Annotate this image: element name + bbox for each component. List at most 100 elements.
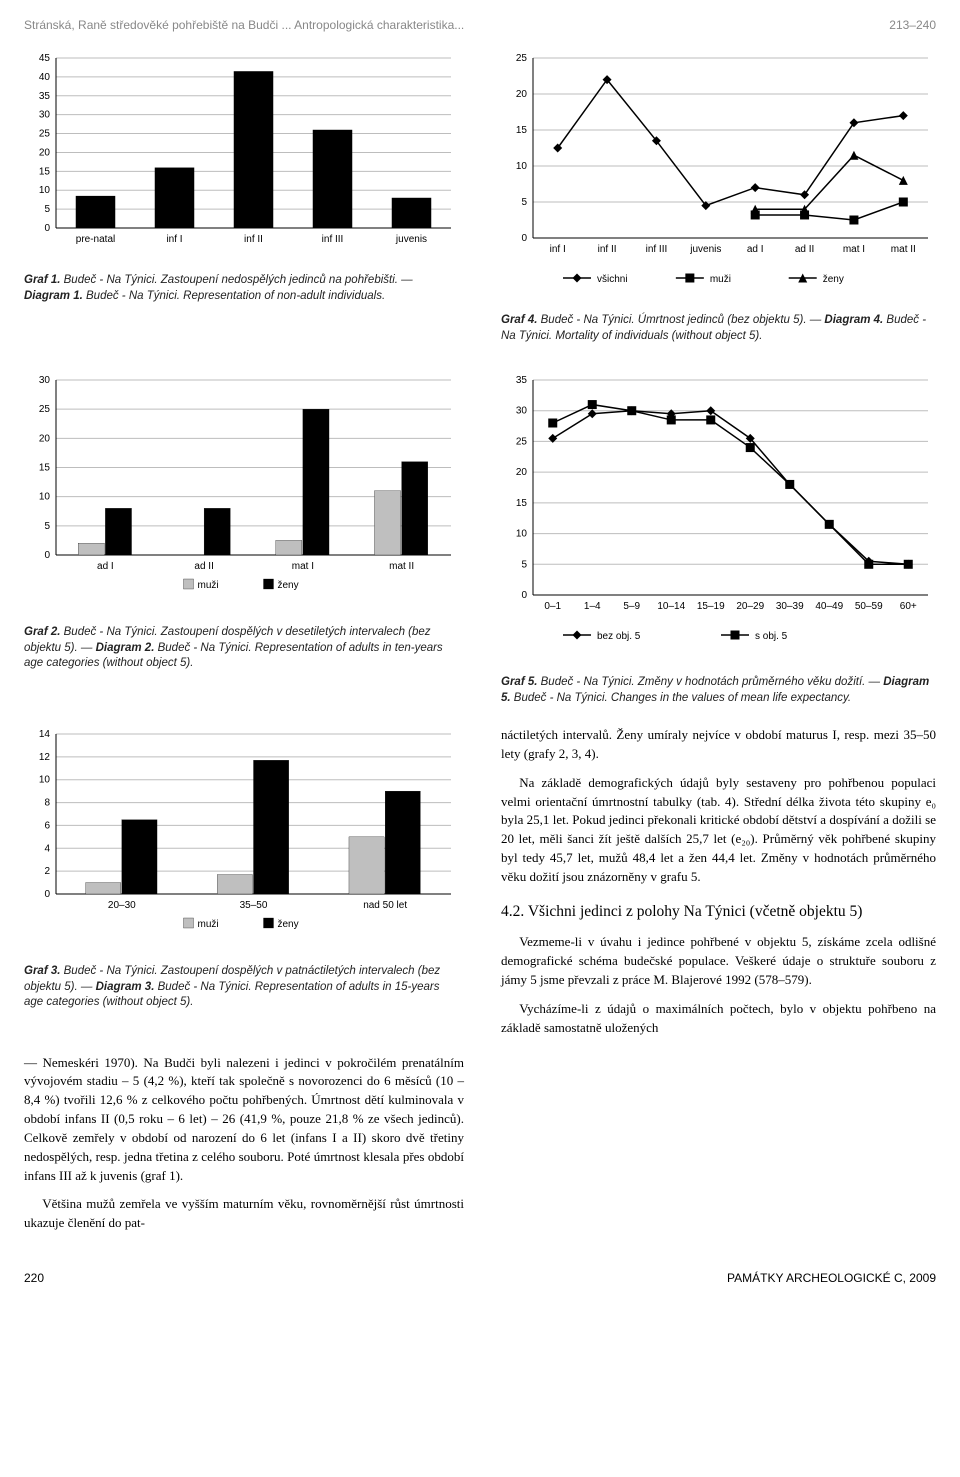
svg-text:0: 0 xyxy=(44,550,50,561)
svg-text:inf II: inf II xyxy=(598,244,617,255)
svg-text:30: 30 xyxy=(39,375,51,386)
caption-chart1: Graf 1. Budeč - Na Týnici. Zastoupení ne… xyxy=(24,273,459,304)
svg-text:20: 20 xyxy=(516,467,528,478)
chart3: 0 2 4 6 8 10 12 14 20–30 35–50 nad 50 let muži ženy xyxy=(24,726,459,951)
chart4: 0510152025inf Iinf IIinf IIIjuvenisad Ia… xyxy=(501,50,936,300)
svg-text:ženy: ženy xyxy=(278,580,299,591)
svg-text:muži: muži xyxy=(710,274,731,285)
para-right-3: Vezmeme-li v úvahu i jedince pohřbené v … xyxy=(501,933,936,990)
svg-text:30–39: 30–39 xyxy=(776,601,804,612)
svg-text:6: 6 xyxy=(44,820,50,831)
right-text-upper: náctiletých intervalů. Ženy umíraly nejv… xyxy=(501,726,936,1047)
svg-text:inf I: inf I xyxy=(166,234,182,245)
para-left-1: — Nemeskéri 1970). Na Budči byli nalezen… xyxy=(24,1054,464,1186)
svg-text:40–49: 40–49 xyxy=(815,601,843,612)
svg-text:25: 25 xyxy=(516,53,528,64)
svg-text:30: 30 xyxy=(39,110,51,121)
svg-text:muži: muži xyxy=(198,919,219,930)
body-columns: — Nemeskéri 1970). Na Budči byli nalezen… xyxy=(24,1054,936,1244)
svg-text:10: 10 xyxy=(516,529,528,540)
para-right-2: Na základě demografických údajů byly ses… xyxy=(501,774,936,887)
svg-text:ad I: ad I xyxy=(97,561,114,572)
chart1: 051015202530354045pre-natalinf Iinf IIin… xyxy=(24,50,459,260)
svg-text:inf III: inf III xyxy=(646,244,668,255)
svg-text:35–50: 35–50 xyxy=(240,900,268,911)
svg-text:60+: 60+ xyxy=(900,601,917,612)
running-head-left: Stránská, Raně středověké pohřebiště na … xyxy=(24,18,464,32)
svg-text:všichni: všichni xyxy=(597,274,628,285)
svg-text:muži: muži xyxy=(198,580,219,591)
svg-text:40: 40 xyxy=(39,72,51,83)
svg-text:mat I: mat I xyxy=(292,561,314,572)
running-head-right: 213–240 xyxy=(889,18,936,32)
svg-text:15: 15 xyxy=(39,166,51,177)
para-right-1: náctiletých intervalů. Ženy umíraly nejv… xyxy=(501,726,936,764)
svg-text:ad II: ad II xyxy=(795,244,814,255)
svg-text:s obj. 5: s obj. 5 xyxy=(755,631,788,642)
svg-text:ženy: ženy xyxy=(278,919,299,930)
svg-text:2: 2 xyxy=(44,866,50,877)
svg-text:10: 10 xyxy=(39,775,51,786)
svg-text:5: 5 xyxy=(44,204,50,215)
svg-text:5: 5 xyxy=(44,521,50,532)
svg-text:35: 35 xyxy=(516,375,528,386)
chart2: 0 5 10 15 20 25 30 ad I ad II mat I mat II muži ženy xyxy=(24,372,459,612)
svg-text:5: 5 xyxy=(521,559,527,570)
svg-text:0: 0 xyxy=(44,889,50,900)
caption-chart5: Graf 5. Budeč - Na Týnici. Změny v hodno… xyxy=(501,675,936,706)
svg-text:25: 25 xyxy=(39,404,51,415)
svg-text:20–29: 20–29 xyxy=(736,601,764,612)
svg-text:14: 14 xyxy=(39,729,51,740)
svg-text:inf III: inf III xyxy=(322,234,344,245)
svg-text:juvenis: juvenis xyxy=(395,234,427,245)
svg-text:0: 0 xyxy=(44,223,50,234)
svg-text:35: 35 xyxy=(39,91,51,102)
chart3-container: 0246810121420–3035–50nad 50 letmužiženy … xyxy=(24,726,459,1047)
svg-text:mat I: mat I xyxy=(843,244,865,255)
para-left-2: Většina mužů zemřela ve vyšším maturním … xyxy=(24,1195,464,1233)
svg-text:juvenis: juvenis xyxy=(689,244,721,255)
chart4-container: 0510152025inf Iinf IIinf IIIjuvenisad Ia… xyxy=(501,50,936,362)
col-right-spacer xyxy=(496,1054,936,1244)
svg-text:50–59: 50–59 xyxy=(855,601,883,612)
section-heading: 4.2. Všichni jedinci z polohy Na Týnici … xyxy=(501,901,936,923)
charts-row-1: 051015202530354045pre-natalinf Iinf IIin… xyxy=(24,50,936,362)
svg-text:inf II: inf II xyxy=(244,234,263,245)
chart2-container: 0 5 10 15 20 25 30 ad I ad II mat I mat II muži ženy… xyxy=(24,372,459,724)
svg-text:20: 20 xyxy=(39,433,51,444)
journal-ref: PAMÁTKY ARCHEOLOGICKÉ C, 2009 xyxy=(727,1271,936,1285)
svg-text:pre-natal: pre-natal xyxy=(76,234,115,245)
svg-text:20–30: 20–30 xyxy=(108,900,136,911)
chart1-container: 051015202530354045pre-natalinf Iinf IIin… xyxy=(24,50,459,362)
svg-text:0–1: 0–1 xyxy=(544,601,561,612)
svg-text:10–14: 10–14 xyxy=(657,601,685,612)
svg-text:ženy: ženy xyxy=(823,274,844,285)
chart5-container: 051015202530350–11–45–910–1415–1920–2930… xyxy=(501,372,936,724)
svg-text:25: 25 xyxy=(39,129,51,140)
svg-text:5–9: 5–9 xyxy=(623,601,640,612)
caption-chart3: Graf 3. Budeč - Na Týnici. Zastoupení do… xyxy=(24,964,459,1011)
charts-row-2: 0 5 10 15 20 25 30 ad I ad II mat I mat II muži ženy… xyxy=(24,372,936,724)
svg-text:mat II: mat II xyxy=(389,561,414,572)
svg-text:inf I: inf I xyxy=(550,244,566,255)
chart5: 051015202530350–11–45–910–1415–1920–2930… xyxy=(501,372,936,662)
svg-text:8: 8 xyxy=(44,798,50,809)
caption-chart2: Graf 2. Budeč - Na Týnici. Zastoupení do… xyxy=(24,625,459,672)
svg-text:5: 5 xyxy=(521,197,527,208)
caption-chart4: Graf 4. Budeč - Na Týnici. Úmrtnost jedi… xyxy=(501,313,936,344)
svg-text:45: 45 xyxy=(39,53,51,64)
svg-text:4: 4 xyxy=(44,843,50,854)
svg-text:15: 15 xyxy=(516,498,528,509)
svg-text:mat II: mat II xyxy=(891,244,916,255)
para-right-4: Vycházíme-li z údajů o maximálních počte… xyxy=(501,1000,936,1038)
svg-text:10: 10 xyxy=(39,185,51,196)
svg-text:nad 50 let: nad 50 let xyxy=(363,900,407,911)
svg-text:12: 12 xyxy=(39,752,51,763)
svg-text:25: 25 xyxy=(516,436,528,447)
svg-text:15: 15 xyxy=(39,463,51,474)
svg-text:10: 10 xyxy=(39,492,51,503)
svg-text:ad II: ad II xyxy=(194,561,213,572)
svg-text:1–4: 1–4 xyxy=(584,601,601,612)
svg-text:bez obj. 5: bez obj. 5 xyxy=(597,631,641,642)
svg-text:15–19: 15–19 xyxy=(697,601,725,612)
